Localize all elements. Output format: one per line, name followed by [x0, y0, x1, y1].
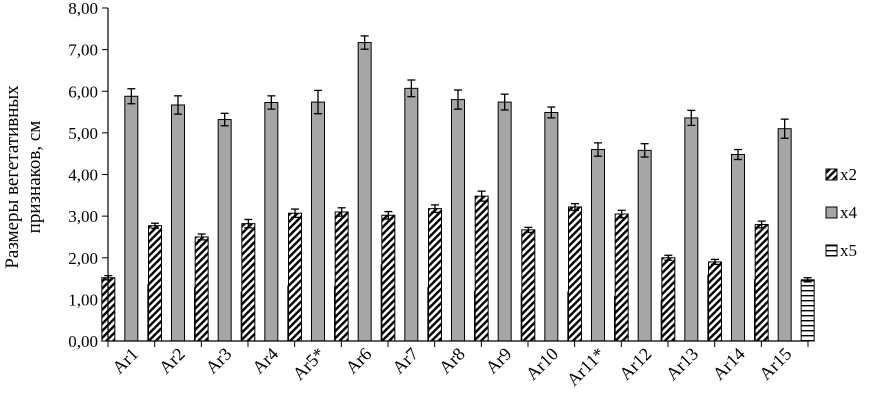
legend-swatch-x5 [825, 244, 838, 257]
bar-x4-Ar11* [591, 149, 605, 342]
x-tick-label: Ar15 [755, 344, 795, 384]
bar-x2-Ar2 [148, 225, 162, 342]
y-tick-label: 2,00 [68, 249, 98, 268]
bar-x2-Ar15 [754, 223, 769, 342]
bar-x4-Ar12 [637, 149, 652, 342]
bar-x2-Ar9 [474, 195, 489, 342]
y-tick-label: 6,00 [68, 82, 98, 101]
bar-x4-Ar4 [264, 101, 279, 342]
bar-x4-Ar15 [777, 128, 792, 342]
bar-x4-Ar14 [731, 154, 745, 342]
y-tick-label: 0,00 [68, 332, 98, 351]
x-tick-label: Ar9 [482, 344, 516, 378]
x-tick-label: Ar4 [248, 344, 282, 378]
legend-label-x2: x2 [840, 165, 857, 184]
bar-x4-Ar3 [217, 119, 232, 342]
bar-x2-Ar12 [614, 213, 629, 342]
bar-x2-Ar7 [381, 214, 396, 342]
bar-x4-Ar10 [544, 111, 559, 342]
bar-x4-Ar13 [684, 117, 699, 342]
bar-x4-Ar2 [171, 104, 185, 342]
x-tick-label: Ar11* [563, 344, 609, 390]
bar-x2-Ar11* [568, 206, 582, 342]
bar-x4-Ar7 [404, 87, 419, 342]
axes-layer [107, 8, 809, 347]
x-tick-label: Ar10 [522, 344, 562, 384]
x-tick-label: Ar13 [662, 344, 702, 384]
bar-x2-Ar14 [708, 261, 722, 342]
bar-x4-Ar8 [451, 99, 465, 342]
y-axis-label-line-1: Размеры вегетативных [2, 85, 23, 269]
legend: x2 x4 x5 [825, 165, 858, 260]
legend-label-x5: x5 [840, 241, 857, 260]
y-axis-label-line-2: признаков, см [24, 121, 45, 234]
bar-x2-Ar13 [661, 257, 676, 342]
x-tick-label: Ar6 [342, 344, 376, 378]
bar-x4-Ar1 [124, 95, 139, 342]
x-tick-label: Ar8 [435, 344, 469, 378]
bar-x2-Ar10 [521, 229, 536, 342]
x-tick-label: Ar14 [709, 344, 749, 384]
x-tick-label: Ar7 [388, 344, 422, 378]
bar-x2-Ar8 [428, 208, 442, 342]
bar-x2-Ar4 [241, 223, 256, 342]
y-tick-label: 7,00 [68, 41, 98, 60]
bar-x2-Ar5* [288, 212, 302, 342]
y-axis-label: Размеры вегетативных признаков, см [2, 85, 45, 269]
legend-swatch-x4 [825, 206, 838, 219]
x-axis-tick-labels: Ar1 Ar2 Ar3 Ar4 Ar5* Ar6 Ar7 Ar8 Ar9 Ar10 Ar11* Ar1… [108, 344, 795, 390]
y-tick-label: 4,00 [68, 166, 98, 185]
y-tick-label: 1,00 [68, 290, 98, 309]
y-tick-label: 8,00 [68, 0, 98, 18]
bar-x4-Ar9 [497, 101, 512, 342]
bar-x4-Ar5* [311, 101, 325, 342]
y-tick-label: 5,00 [68, 124, 98, 143]
legend-label-x4: x4 [840, 203, 858, 222]
bar-x2-Ar6 [334, 211, 349, 342]
bar-x5-Ar15 [800, 279, 815, 342]
x-tick-label: Ar1 [108, 344, 142, 378]
bar-x4-Ar6 [357, 42, 372, 342]
x-tick-label: Ar12 [615, 344, 655, 384]
x-tick-label: Ar5* [289, 344, 329, 384]
x-tick-label: Ar2 [155, 344, 189, 378]
legend-swatch-x2 [825, 168, 838, 181]
y-axis-ticks: 0,00 1,00 2,00 3,00 4,00 5,00 6,00 7,00 8,00 [68, 0, 108, 351]
bars-layer [101, 35, 815, 342]
bar-x2-Ar3 [194, 236, 209, 342]
y-tick-label: 3,00 [68, 207, 98, 226]
x-tick-label: Ar3 [202, 344, 236, 378]
